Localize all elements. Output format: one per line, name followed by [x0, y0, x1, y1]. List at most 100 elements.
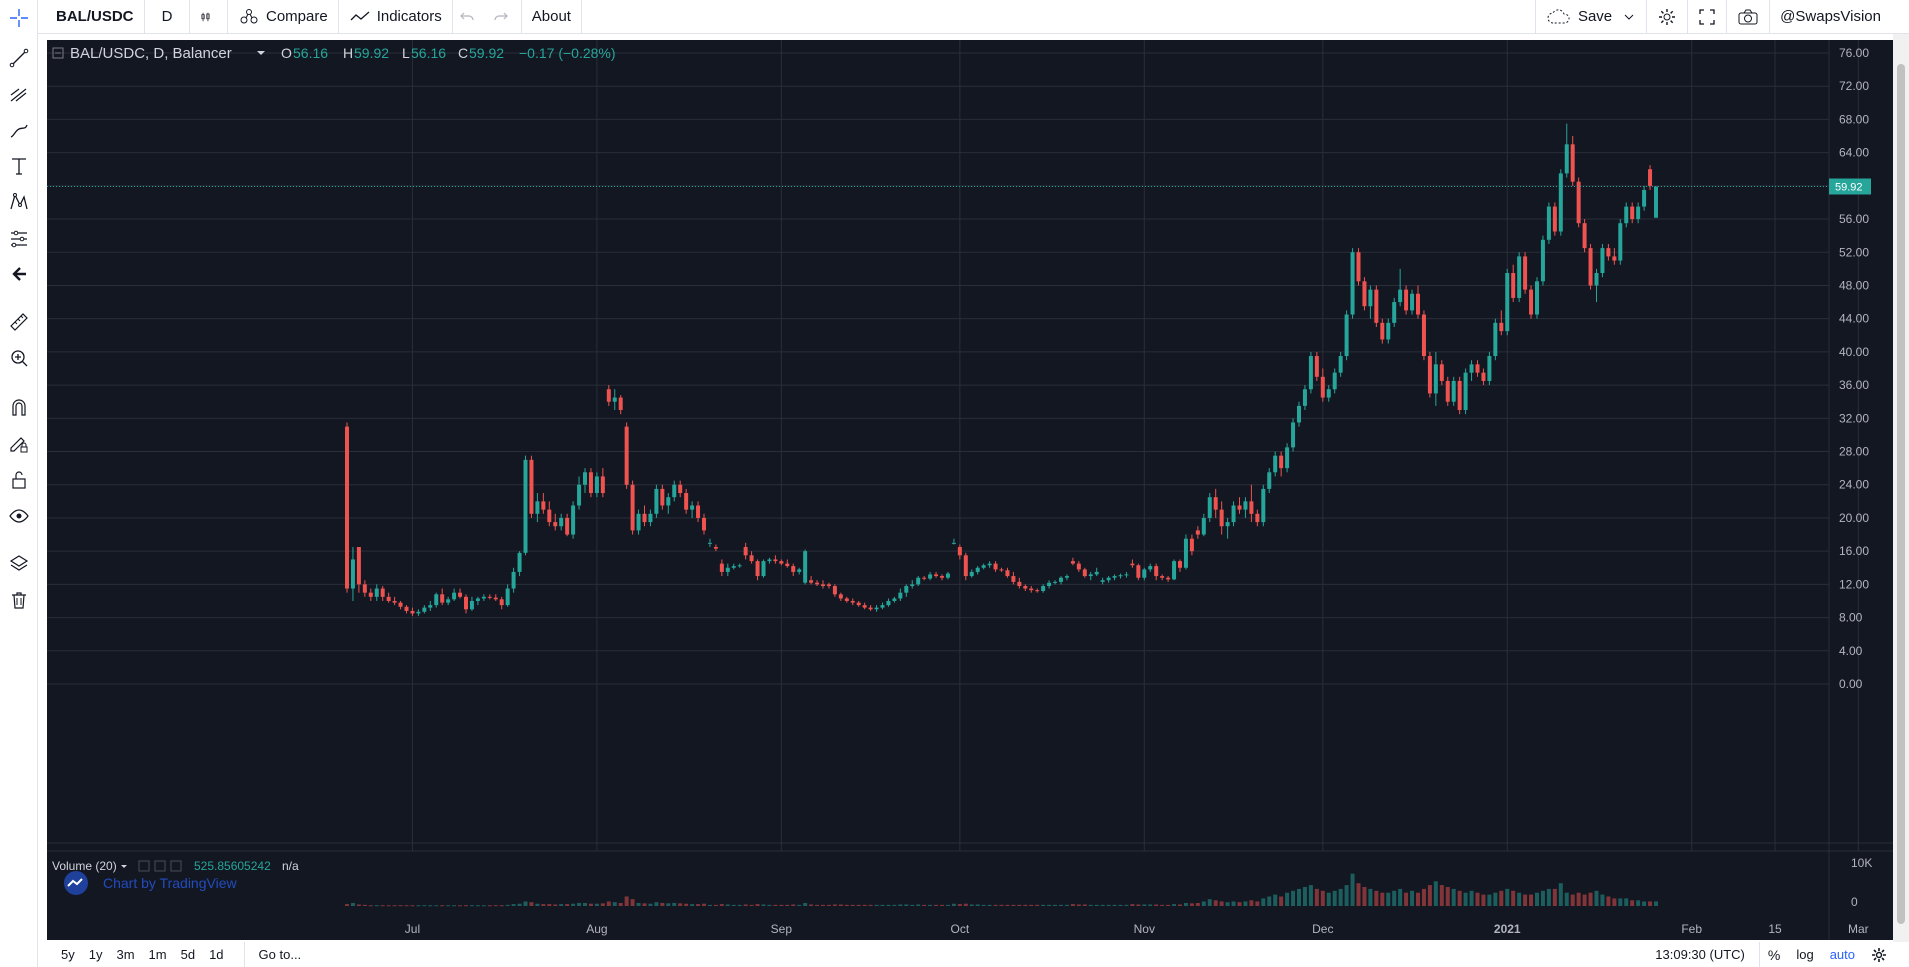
range-1m-button[interactable]: 1m — [148, 947, 167, 962]
volume-bar — [553, 904, 558, 906]
x-tick-label: 15 — [1768, 922, 1782, 936]
auto-scale-toggle[interactable]: auto — [1829, 947, 1855, 962]
legend-dropdown-icon[interactable] — [257, 51, 265, 55]
volume-bar — [422, 905, 427, 907]
volume-bar — [588, 903, 593, 906]
candle-body — [1082, 569, 1087, 577]
symbol-search-button[interactable]: BAL/USDC — [0, 0, 145, 34]
range-5y-button[interactable]: 5y — [61, 947, 75, 962]
chart-by-tradingview-link[interactable]: Chart by TradingView — [103, 875, 237, 891]
volume-bar — [1451, 888, 1456, 906]
candle-body — [1505, 273, 1510, 332]
volume-bar — [350, 902, 355, 906]
save-button[interactable]: Save — [1534, 0, 1646, 34]
candle-body — [1047, 582, 1052, 587]
interval-button[interactable]: D — [145, 0, 190, 34]
volume-bar — [1612, 898, 1617, 906]
range-5d-button[interactable]: 5d — [180, 947, 196, 962]
volume-bar — [356, 904, 361, 906]
fib-tool[interactable] — [5, 80, 33, 108]
candle-body — [547, 509, 552, 523]
zoom-in-tool[interactable] — [5, 344, 33, 372]
log-scale-toggle[interactable]: log — [1796, 947, 1814, 962]
crosshair-tool[interactable] — [5, 4, 33, 32]
redo-button[interactable] — [487, 0, 522, 34]
volume-bar — [1082, 904, 1087, 906]
legend-title[interactable]: BAL/USDC, D, Balancer — [70, 45, 232, 62]
time-axis[interactable]: JulAugSepOctNovDec2021Feb15Mar15Apr — [405, 922, 1893, 936]
goto-date-button[interactable]: Go to... — [243, 942, 310, 967]
volume-bar — [880, 904, 885, 906]
volume-settings-icon[interactable] — [154, 860, 166, 872]
indicators-button[interactable]: Indicators — [339, 0, 453, 34]
collapse-toolbar-button[interactable] — [5, 260, 33, 288]
volume-bar — [1106, 904, 1111, 906]
percent-scale-toggle[interactable]: % — [1767, 946, 1781, 963]
x-tick-label: Feb — [1681, 922, 1702, 936]
candle-body — [1273, 455, 1278, 473]
trend-line-tool[interactable] — [5, 44, 33, 72]
volume-bar — [1255, 901, 1260, 906]
volume-bar — [1439, 885, 1444, 906]
candle-body — [1314, 356, 1319, 377]
chart-settings-button[interactable] — [1863, 942, 1909, 967]
crosshair-icon — [10, 9, 28, 27]
screenshot-button[interactable] — [1726, 0, 1769, 34]
about-button[interactable]: About — [522, 0, 582, 34]
volume-bar — [809, 904, 814, 906]
compare-icon — [240, 8, 258, 23]
remove-drawings-tool[interactable] — [5, 586, 33, 614]
compare-button[interactable]: Compare — [228, 0, 339, 34]
lock-drawing-tool[interactable] — [5, 430, 33, 458]
user-link[interactable]: @SwapsVision — [1769, 0, 1909, 34]
volume-bar — [1445, 887, 1450, 906]
object-tree-tool[interactable] — [5, 550, 33, 578]
candle-body — [1380, 322, 1385, 340]
candle-body — [749, 555, 754, 562]
redo-icon — [494, 12, 508, 20]
volume-bar — [1523, 894, 1528, 906]
prediction-tool[interactable] — [5, 224, 33, 252]
layers-icon — [9, 555, 29, 571]
candle-body — [577, 484, 582, 506]
candle-body — [898, 592, 903, 599]
volume-legend-title[interactable]: Volume (20) — [52, 859, 117, 873]
range-1y-button[interactable]: 1y — [88, 947, 103, 962]
chevron-down-icon — [1624, 14, 1634, 20]
collapse-legend-icon[interactable] — [52, 47, 64, 59]
volume-close-icon[interactable] — [170, 860, 182, 872]
price-axis[interactable]: 76.0072.0068.0064.0060.0056.0052.0048.00… — [1839, 46, 1872, 909]
text-tool[interactable] — [5, 152, 33, 180]
volume-dropdown-icon[interactable] — [121, 865, 127, 868]
brush-tool[interactable] — [5, 116, 33, 144]
clock-time[interactable]: 13:09:30 (UTC) — [1647, 942, 1760, 967]
fullscreen-button[interactable] — [1687, 0, 1726, 34]
candle-body — [1624, 206, 1629, 224]
chart-pane[interactable]: 76.0072.0068.0064.0060.0056.0052.0048.00… — [47, 40, 1893, 940]
price-chart[interactable]: 76.0072.0068.0064.0060.0056.0052.0048.00… — [47, 40, 1893, 940]
undo-button[interactable] — [453, 0, 487, 34]
volume-bar — [1166, 904, 1171, 906]
y-tick-label: 64.00 — [1839, 146, 1869, 160]
settings-button[interactable] — [1646, 0, 1687, 34]
volume-bar — [761, 904, 766, 906]
candle-body — [910, 584, 915, 587]
pattern-tool[interactable] — [5, 188, 33, 216]
volume-bar — [803, 902, 808, 906]
page-scrollbar[interactable] — [1893, 34, 1909, 942]
candle-body — [892, 598, 897, 601]
volume-bar — [1588, 892, 1593, 906]
hide-drawings-tool[interactable] — [5, 502, 33, 530]
candle-body — [588, 472, 593, 494]
ruler-tool[interactable] — [5, 308, 33, 336]
volume-visibility-icon[interactable] — [138, 860, 150, 872]
candle-body — [951, 542, 956, 544]
volume-bar — [559, 904, 564, 906]
lock-all-tool[interactable] — [5, 466, 33, 494]
scrollbar-thumb[interactable] — [1897, 64, 1905, 924]
volume-bar — [475, 905, 480, 907]
magnet-tool[interactable] — [5, 394, 33, 422]
range-1d-button[interactable]: 1d — [209, 947, 224, 962]
chart-style-button[interactable] — [190, 0, 228, 34]
range-3m-button[interactable]: 3m — [116, 947, 135, 962]
